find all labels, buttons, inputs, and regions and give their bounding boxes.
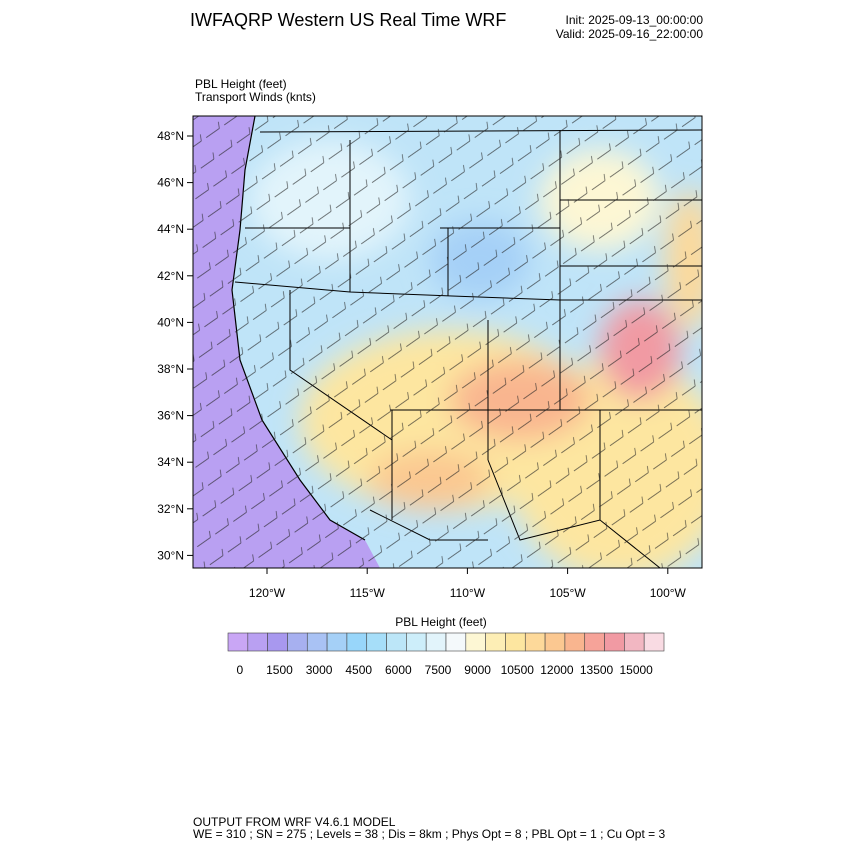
colorbar-box [524,632,546,652]
lat-label: 46°N [157,176,184,190]
colorbar-box [425,632,447,652]
colorbar-label: 10500 [501,663,535,677]
colorbar-label: 15000 [619,663,653,677]
lat-label: 34°N [157,455,184,469]
lon-label: 110°W [450,586,486,600]
colorbar-box [465,632,486,652]
colorbar-box [604,632,625,652]
colorbar-label: 0 [236,663,243,677]
colorbar-box [485,632,506,652]
lat-label: 48°N [157,129,184,143]
lat-label: 30°N [157,548,184,562]
colorbar-box [544,632,566,652]
colorbar-box [366,632,387,652]
colorbar-box [386,632,407,652]
lon-label: 120°W [249,586,286,600]
colorbar-label: 3000 [306,663,333,677]
lon-label: 115°W [350,586,386,600]
colorbar-box [643,632,665,652]
colorbar-label: 6000 [385,663,412,677]
colorbar-box [505,632,526,652]
footer-line: OUTPUT FROM WRF V4.6.1 MODEL [193,815,396,829]
colorbar-box [445,632,467,652]
colorbar-label: 13500 [580,663,614,677]
colorbar-label: 7500 [425,663,452,677]
map [193,116,702,568]
wind-label: Transport Winds (knts) [195,90,316,104]
lat-label: 40°N [157,315,184,329]
colorbar-box [227,632,249,652]
colorbar-box [406,632,427,652]
colorbar-box [267,632,288,652]
lat-label: 36°N [157,409,184,423]
colorbar-box [306,632,328,652]
colorbar-box [564,632,586,652]
map-frame [192,115,703,569]
lat-label: 38°N [157,362,184,376]
lat-label: 44°N [157,222,184,236]
wind-barbs [193,116,702,568]
colorbar-title: PBL Height (feet) [395,615,487,629]
colorbar-box [584,632,605,652]
lat-label: 32°N [157,502,184,516]
colorbar-box [326,632,348,652]
colorbar-label: 4500 [345,663,372,677]
colorbar-label: 9000 [464,663,491,677]
lat-label: 42°N [157,269,184,283]
colorbar-box [346,632,368,652]
valid-time: Valid: 2025-09-16_22:00:00 [556,27,704,41]
field-label: PBL Height (feet) [195,77,287,91]
colorbar-box [624,632,645,652]
lon-label: 100°W [650,586,687,600]
colorbar-label: 1500 [266,663,293,677]
init-time: Init: 2025-09-13_00:00:00 [566,13,704,27]
title: IWFAQRP Western US Real Time WRF [190,10,506,30]
colorbar-label: 12000 [540,663,574,677]
colorbar-box [247,632,268,652]
lon-label: 105°W [550,586,587,600]
footer-line: WE = 310 ; SN = 275 ; Levels = 38 ; Dis … [193,827,665,841]
colorbar-box [287,632,308,652]
